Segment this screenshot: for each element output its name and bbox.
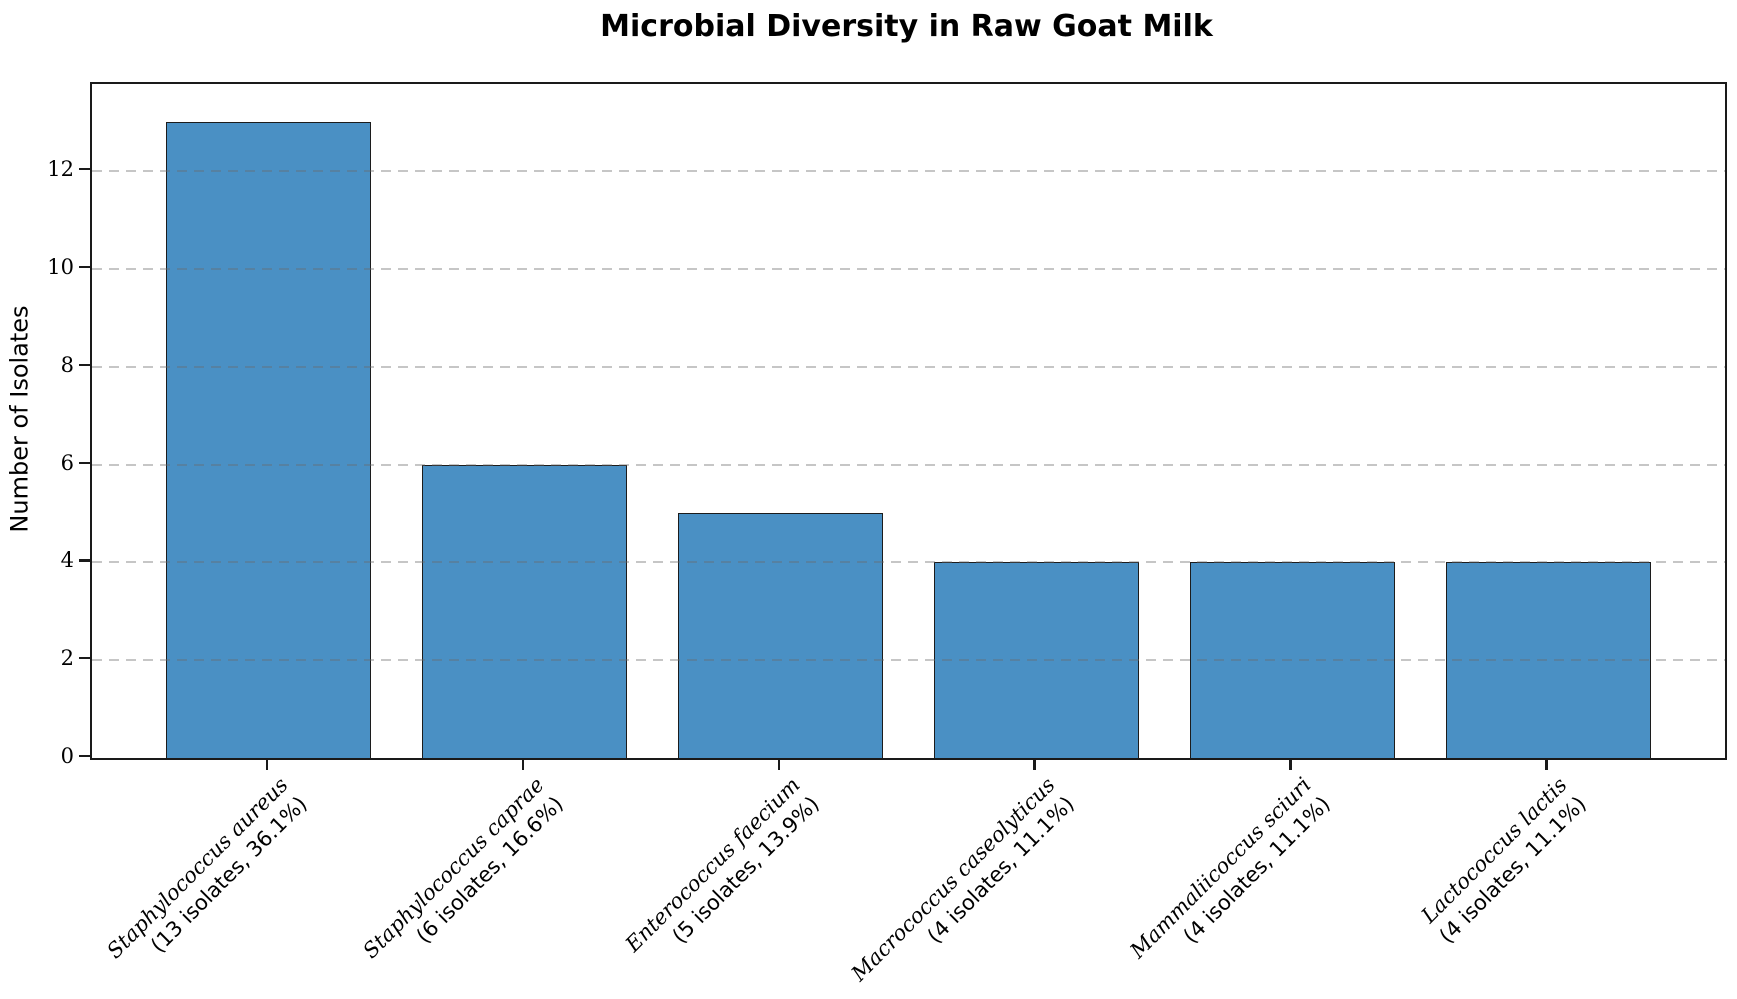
x-tick-mark-2: [521, 759, 524, 770]
bar-macrococcus-caseolyticus: [934, 562, 1139, 758]
y-tick-mark-0: [79, 755, 90, 758]
gridline-y-8: [92, 365, 1725, 368]
x-tick-mark-6: [1545, 759, 1548, 770]
y-axis-label: Number of Isolates: [6, 305, 34, 533]
bar-lactococcus-lactis: [1446, 562, 1651, 758]
gridline-y-6: [92, 463, 1725, 466]
plot-area: [90, 82, 1727, 760]
y-tick-label-2: 2: [60, 646, 74, 671]
bar-staphylococcus-caprae: [422, 464, 627, 758]
x-tick-mark-5: [1289, 759, 1292, 770]
y-tick-mark-6: [79, 461, 90, 464]
y-tick-mark-2: [79, 657, 90, 660]
x-tick-mark-3: [777, 759, 780, 770]
gridline-y-4: [92, 561, 1725, 564]
y-tick-mark-10: [79, 265, 90, 269]
bar-enterococcus-faecium: [678, 513, 883, 758]
x-tick-mark-1: [265, 759, 268, 770]
y-tick-label-0: 0: [60, 744, 74, 768]
gridline-y-12: [92, 170, 1725, 173]
y-tick-label-4: 4: [60, 548, 74, 573]
bar-staphylococcus-aureus: [166, 122, 371, 758]
y-tick-mark-8: [79, 363, 90, 366]
x-tick-mark-4: [1033, 759, 1036, 770]
y-tick-label-8: 8: [60, 352, 74, 377]
y-tick-label-12: 12: [47, 157, 74, 182]
y-tick-mark-12: [79, 168, 90, 171]
y-tick-mark-4: [79, 559, 90, 562]
gridline-y-10: [92, 267, 1725, 270]
bar-mammaliicoccus-sciuri: [1190, 562, 1395, 758]
y-tick-label-6: 6: [60, 450, 74, 475]
y-tick-label-10: 10: [47, 254, 74, 279]
gridline-y-2: [92, 659, 1725, 662]
chart-title: Microbial Diversity in Raw Goat Milk: [600, 9, 1213, 44]
x-tick-label-1: Staphylococcus aureus (13 isolates, 36.1%…: [0, 772, 313, 999]
